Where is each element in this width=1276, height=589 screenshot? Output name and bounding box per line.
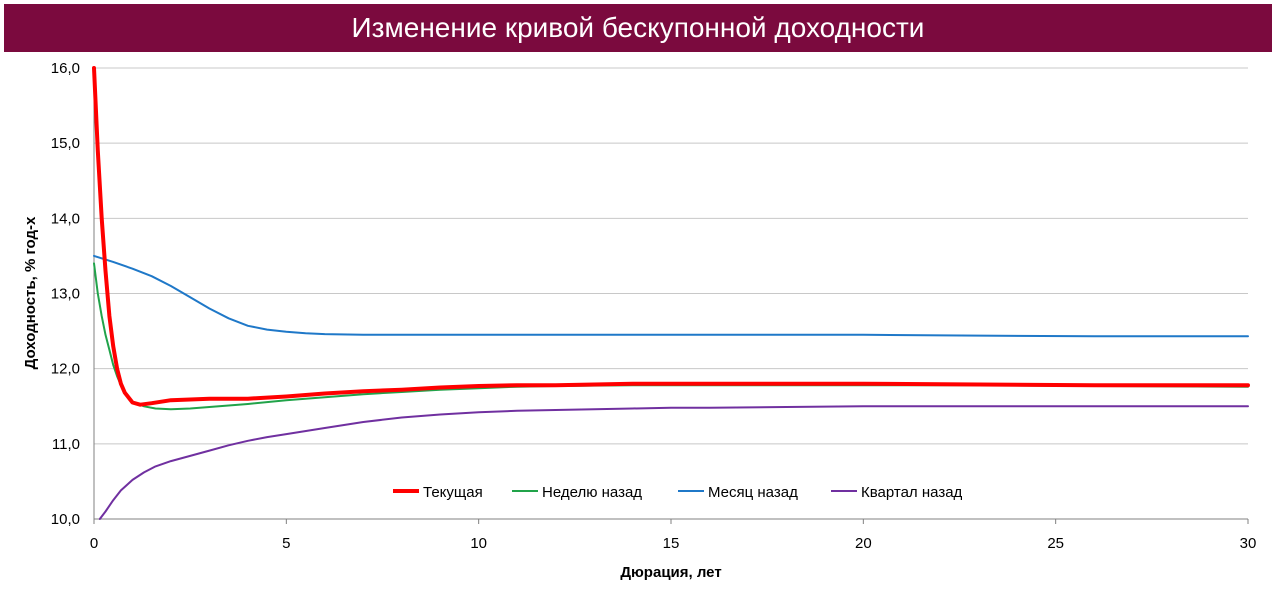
- legend-label: Месяц назад: [708, 484, 798, 501]
- y-tick-label: 13,0: [51, 286, 80, 303]
- legend-label: Текущая: [423, 484, 483, 501]
- series-lines: [92, 66, 1250, 520]
- y-tick-labels: 10,0 11,0 12,0 13,0 14,0 15,0 16,0: [51, 60, 80, 528]
- x-tick-label: 15: [663, 535, 680, 552]
- legend-label: Неделю назад: [542, 484, 642, 501]
- y-tick-label: 16,0: [51, 60, 80, 77]
- y-tick-label: 10,0: [51, 511, 80, 528]
- series-line: [92, 66, 1250, 407]
- y-tick-label: 12,0: [51, 361, 80, 378]
- chart-title: Изменение кривой бескупонной доходности: [4, 4, 1272, 52]
- x-tick-labels: 0 5 10 15 20 25 30: [90, 519, 1257, 552]
- grid-lines: [94, 67, 1248, 445]
- y-axis-title: Доходность, % год-х: [22, 216, 39, 369]
- y-tick-label: 11,0: [52, 436, 80, 453]
- x-axis-title: Дюрация, лет: [620, 564, 721, 581]
- x-tick-label: 20: [855, 535, 872, 552]
- series-line: [98, 405, 1249, 520]
- x-tick-label: 25: [1047, 535, 1064, 552]
- x-tick-label: 10: [470, 535, 487, 552]
- series-line: [93, 254, 1249, 338]
- y-tick-label: 15,0: [51, 135, 80, 152]
- x-tick-label: 30: [1240, 535, 1257, 552]
- legend-label: Квартал назад: [861, 484, 963, 501]
- y-tick-label: 14,0: [51, 210, 80, 227]
- x-tick-label: 0: [90, 535, 98, 552]
- x-tick-label: 5: [282, 535, 290, 552]
- legend: Текущая Неделю назад Месяц назад Квартал на…: [393, 484, 963, 501]
